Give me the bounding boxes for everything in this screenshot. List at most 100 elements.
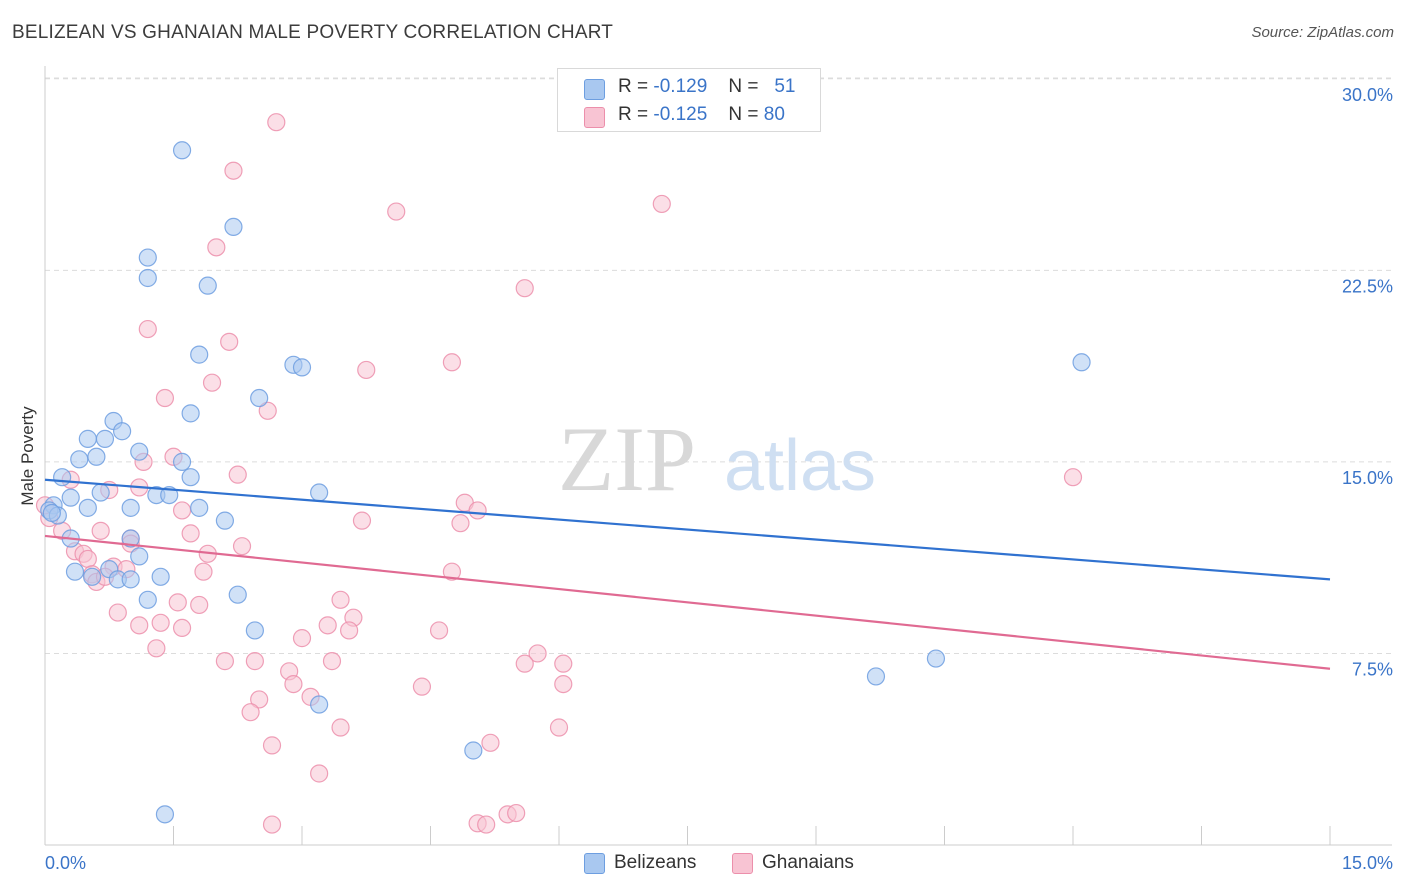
point-ghanaians (172, 501, 192, 520)
point-ghanaians (387, 202, 406, 221)
trend-line-ghanaians (44, 534, 1331, 670)
legend-swatch-belizeans (584, 79, 605, 100)
point-ghanaians (258, 401, 277, 420)
point-belizeans (224, 217, 243, 237)
point-belizeans (198, 276, 217, 295)
point-ghanaians (549, 718, 569, 737)
point-belizeans (83, 567, 102, 586)
point-belizeans (78, 429, 97, 448)
point-belizeans (310, 695, 329, 714)
point-ghanaians (138, 319, 157, 339)
point-ghanaians (91, 521, 110, 540)
point-belizeans (181, 404, 200, 423)
y-tick-label: 15.0% (1342, 468, 1393, 488)
watermark-zip: ZIP (558, 408, 696, 510)
y-tick-label: 30.0% (1342, 85, 1393, 105)
point-ghanaians (202, 373, 222, 392)
point-belizeans (130, 547, 149, 566)
x-tick-label-max: 15.0% (1342, 853, 1393, 873)
gridlines (45, 77, 1392, 654)
point-belizeans (172, 141, 192, 160)
point-ghanaians (232, 537, 252, 556)
data-points (35, 113, 1091, 834)
point-ghanaians (352, 511, 372, 530)
point-belizeans (130, 442, 149, 461)
point-ghanaians (108, 603, 127, 622)
point-ghanaians (155, 388, 175, 408)
point-belizeans (245, 621, 264, 640)
legend-n-value: 80 (763, 104, 785, 125)
point-belizeans (53, 468, 72, 487)
legend-n-label: N = (728, 104, 759, 125)
watermark: ZIP atlas (558, 408, 876, 510)
point-belizeans (121, 529, 140, 548)
point-belizeans (95, 429, 115, 448)
point-ghanaians (477, 815, 496, 834)
legend-r-label: R = (618, 104, 649, 125)
trend-lines (44, 478, 1331, 670)
correlation-legend: R = -0.129 N = 51 R = -0.125 N = 80 (557, 68, 821, 132)
source-label: Source: ZipAtlas.com (1251, 24, 1394, 41)
point-belizeans (121, 498, 140, 517)
point-ghanaians (215, 652, 234, 671)
point-belizeans (215, 511, 234, 530)
point-ghanaians (515, 279, 534, 298)
point-ghanaians (250, 690, 269, 709)
legend-n-label: N = (728, 76, 759, 97)
point-belizeans (65, 562, 85, 581)
point-belizeans (228, 585, 247, 604)
axes (44, 66, 1392, 846)
point-belizeans (250, 388, 269, 408)
point-ghanaians (331, 718, 350, 737)
point-ghanaians (515, 654, 534, 673)
point-belizeans (87, 447, 106, 466)
point-ghanaians (652, 194, 671, 214)
point-belizeans (61, 488, 80, 507)
point-belizeans (181, 468, 200, 487)
bottom-legend-swatch-ghanaians (732, 853, 753, 874)
point-ghanaians (245, 652, 264, 671)
point-belizeans (464, 741, 483, 760)
bottom-legend-label-belizeans: Belizeans (614, 852, 697, 873)
point-ghanaians (331, 590, 350, 609)
point-ghanaians (130, 616, 149, 635)
point-belizeans (160, 485, 179, 505)
point-ghanaians (151, 613, 170, 632)
point-belizeans (112, 422, 132, 441)
point-ghanaians (528, 644, 547, 663)
point-ghanaians (412, 677, 432, 696)
point-ghanaians (442, 353, 462, 372)
point-belizeans (138, 268, 157, 288)
legend-swatch-ghanaians (584, 107, 605, 128)
point-ghanaians (468, 501, 487, 520)
point-ghanaians (194, 562, 213, 581)
point-ghanaians (267, 113, 286, 132)
point-ghanaians (168, 593, 187, 612)
point-belizeans (155, 805, 175, 824)
point-ghanaians (220, 332, 239, 351)
point-belizeans (292, 358, 312, 377)
bottom-legend-label-ghanaians: Ghanaians (762, 852, 854, 873)
point-ghanaians (262, 736, 282, 755)
point-ghanaians (241, 703, 260, 722)
point-ghanaians (262, 815, 282, 834)
point-ghanaians (190, 595, 209, 615)
point-ghanaians (228, 465, 247, 484)
point-belizeans (121, 570, 140, 589)
legend-n-value: 51 (774, 76, 796, 97)
point-belizeans (190, 345, 209, 364)
point-belizeans (91, 483, 110, 502)
point-ghanaians (442, 562, 462, 581)
point-ghanaians (429, 621, 449, 640)
point-belizeans (138, 248, 157, 267)
point-ghanaians (340, 621, 359, 640)
point-belizeans (70, 450, 89, 469)
bottom-legend-swatch-belizeans (584, 853, 605, 874)
point-ghanaians (322, 652, 342, 671)
x-tick-label-min: 0.0% (45, 853, 86, 873)
point-belizeans (172, 452, 192, 471)
point-ghanaians (224, 161, 243, 180)
trend-line-belizeans (44, 478, 1331, 581)
legend-r-value: -0.129 (653, 76, 708, 97)
point-belizeans (151, 567, 170, 586)
